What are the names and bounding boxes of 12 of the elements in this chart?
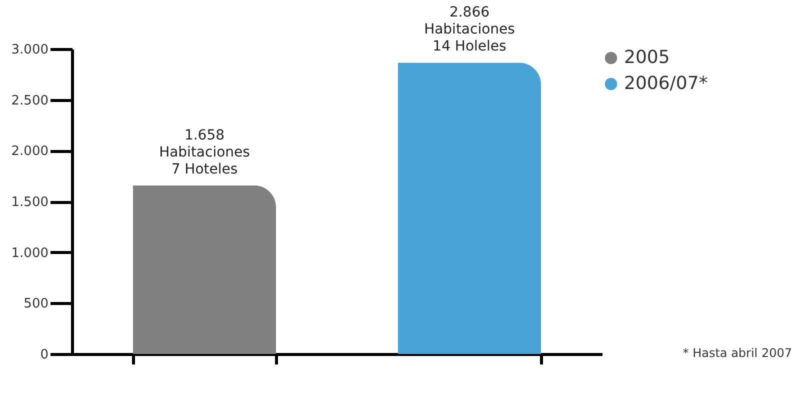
y-tick-label: 1.000 (11, 246, 48, 261)
y-tick-label: 2.500 (11, 93, 48, 108)
data-label: 2.866 Habitaciones 14 Holeles (424, 4, 515, 55)
data-label: 1.658 Habitaciones 7 Hoteles (159, 127, 250, 178)
y-tick-label: 0 (40, 348, 48, 362)
y-tick-label: 3.000 (11, 42, 48, 58)
text: * Hasta abril 2007 (682, 346, 792, 360)
y-tick-label: 2.000 (11, 144, 48, 160)
y-tick-label: 500 (24, 296, 48, 312)
legend-label: 2006/07* (624, 73, 708, 94)
legend-label: 2005 (624, 47, 670, 68)
y-tick-label: 1.500 (11, 195, 48, 210)
